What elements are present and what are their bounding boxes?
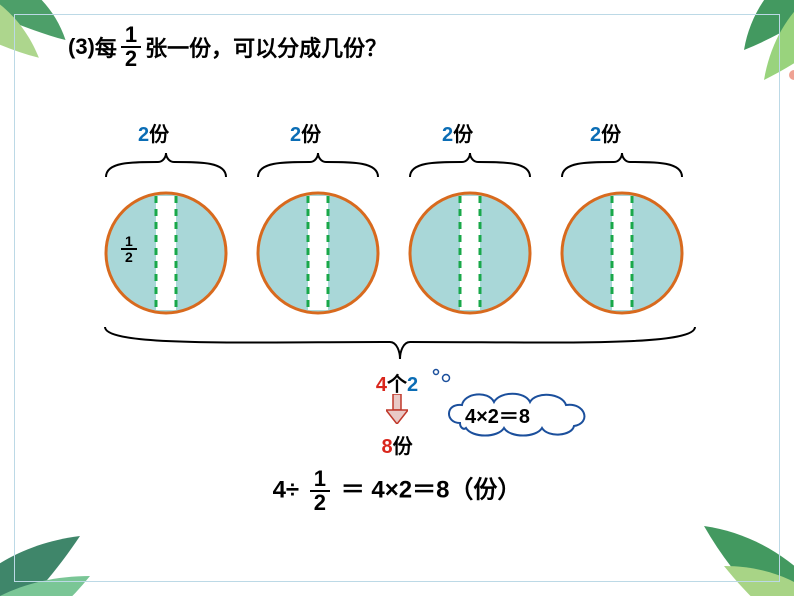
circle-1: 1 2 xyxy=(103,190,229,316)
circle-1-half-label: 1 2 xyxy=(117,234,141,264)
brace-top-2 xyxy=(255,150,381,180)
question-fraction: 1 2 xyxy=(121,24,141,70)
brace-bottom xyxy=(100,322,700,362)
circle-2 xyxy=(255,190,381,316)
brace-top-1 xyxy=(103,150,229,180)
question-index: (3) xyxy=(68,34,95,60)
question-line: (3) 每 1 2 张一份，可以分成几份？ xyxy=(68,24,387,70)
brace-top-4 xyxy=(559,150,685,180)
question-t2: 张一份，可以分成几份？ xyxy=(145,31,387,63)
circles-row: 1 2 xyxy=(103,190,693,320)
final-equation: 4÷ 1 2 ＝ 4×2＝8（份） xyxy=(0,468,794,514)
top-label-4: 2份 xyxy=(590,118,621,147)
circle-4 xyxy=(559,190,685,316)
circle-3 xyxy=(407,190,533,316)
summary-groups: 4个2 xyxy=(0,368,794,397)
summary-result: 8份 xyxy=(0,430,794,459)
arrow-down-icon xyxy=(386,394,408,424)
brace-top-3 xyxy=(407,150,533,180)
equation-fraction: 1 2 xyxy=(310,468,330,514)
top-label-1: 2份 xyxy=(138,118,169,147)
top-label-2: 2份 xyxy=(290,118,321,147)
top-labels-row: 2份 2份 2份 2份 xyxy=(0,118,794,144)
top-label-3: 2份 xyxy=(442,118,473,147)
question-t1: 每 xyxy=(95,31,117,63)
cloud-text: 4×2＝8 xyxy=(465,400,530,429)
